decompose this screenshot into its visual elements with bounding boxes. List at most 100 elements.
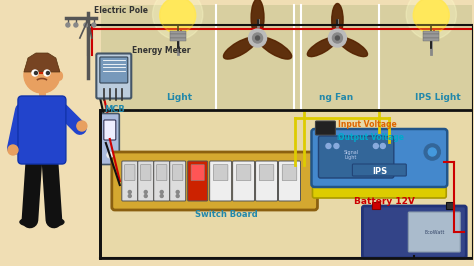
- Circle shape: [248, 29, 266, 47]
- Circle shape: [336, 36, 339, 40]
- FancyBboxPatch shape: [170, 31, 186, 34]
- Text: EcoWatt: EcoWatt: [424, 230, 445, 235]
- Circle shape: [153, 0, 203, 40]
- FancyBboxPatch shape: [112, 152, 318, 210]
- Circle shape: [46, 72, 49, 74]
- FancyBboxPatch shape: [125, 165, 135, 181]
- Circle shape: [380, 143, 385, 148]
- FancyBboxPatch shape: [213, 165, 228, 181]
- Ellipse shape: [57, 72, 63, 80]
- Circle shape: [160, 0, 196, 33]
- FancyBboxPatch shape: [233, 161, 255, 201]
- Circle shape: [24, 57, 60, 93]
- FancyBboxPatch shape: [104, 120, 116, 140]
- FancyBboxPatch shape: [101, 111, 472, 257]
- FancyBboxPatch shape: [141, 165, 151, 181]
- Text: Electric Pole: Electric Pole: [94, 6, 148, 15]
- Circle shape: [144, 190, 147, 193]
- Ellipse shape: [223, 37, 256, 59]
- Circle shape: [32, 70, 38, 76]
- Text: Energy Meter: Energy Meter: [132, 46, 190, 55]
- Circle shape: [44, 70, 50, 76]
- Circle shape: [128, 194, 131, 197]
- Circle shape: [406, 0, 456, 40]
- Ellipse shape: [332, 3, 343, 36]
- Text: MCB: MCB: [104, 105, 125, 114]
- FancyBboxPatch shape: [255, 161, 278, 201]
- Circle shape: [144, 194, 147, 197]
- FancyBboxPatch shape: [312, 180, 446, 198]
- FancyBboxPatch shape: [100, 57, 128, 83]
- Circle shape: [107, 152, 113, 158]
- FancyBboxPatch shape: [170, 34, 186, 38]
- Circle shape: [77, 121, 87, 131]
- FancyBboxPatch shape: [423, 31, 439, 34]
- Circle shape: [253, 33, 263, 43]
- FancyBboxPatch shape: [156, 165, 167, 181]
- FancyBboxPatch shape: [96, 53, 131, 98]
- Circle shape: [255, 36, 260, 40]
- FancyBboxPatch shape: [282, 165, 297, 181]
- Circle shape: [74, 23, 78, 27]
- FancyBboxPatch shape: [138, 161, 154, 201]
- FancyBboxPatch shape: [408, 212, 460, 252]
- Text: Light: Light: [166, 93, 192, 102]
- Circle shape: [334, 143, 339, 148]
- Text: IPS: IPS: [372, 168, 387, 177]
- Ellipse shape: [48, 218, 64, 226]
- Text: ☒: ☒: [337, 135, 343, 141]
- FancyBboxPatch shape: [352, 164, 406, 176]
- Circle shape: [66, 23, 70, 27]
- FancyBboxPatch shape: [363, 206, 466, 258]
- FancyBboxPatch shape: [319, 136, 394, 178]
- Circle shape: [176, 194, 179, 197]
- FancyBboxPatch shape: [191, 165, 204, 181]
- Circle shape: [332, 33, 342, 43]
- Circle shape: [160, 0, 196, 33]
- Polygon shape: [24, 53, 60, 72]
- Text: Signal
Light: Signal Light: [343, 149, 358, 160]
- Ellipse shape: [307, 38, 337, 57]
- FancyBboxPatch shape: [101, 5, 472, 109]
- Text: Output Voltage: Output Voltage: [338, 133, 404, 142]
- FancyBboxPatch shape: [173, 165, 183, 181]
- FancyBboxPatch shape: [170, 38, 186, 41]
- Circle shape: [374, 143, 378, 148]
- FancyBboxPatch shape: [423, 34, 439, 38]
- FancyBboxPatch shape: [373, 202, 380, 209]
- FancyBboxPatch shape: [188, 161, 208, 201]
- Circle shape: [92, 23, 96, 27]
- FancyBboxPatch shape: [122, 161, 138, 201]
- FancyBboxPatch shape: [170, 161, 186, 201]
- Ellipse shape: [338, 38, 367, 57]
- Ellipse shape: [259, 37, 292, 59]
- Ellipse shape: [20, 218, 36, 226]
- FancyBboxPatch shape: [237, 165, 251, 181]
- Text: IPS Light: IPS Light: [415, 93, 461, 102]
- FancyBboxPatch shape: [100, 114, 119, 164]
- Text: Input Voltage: Input Voltage: [338, 120, 397, 129]
- Circle shape: [8, 145, 18, 155]
- FancyBboxPatch shape: [18, 96, 66, 164]
- Text: Switch Board: Switch Board: [195, 210, 257, 219]
- FancyBboxPatch shape: [311, 129, 447, 187]
- Circle shape: [160, 194, 163, 197]
- FancyBboxPatch shape: [446, 202, 454, 209]
- Text: ng Fan: ng Fan: [319, 93, 354, 102]
- Circle shape: [413, 0, 449, 33]
- FancyBboxPatch shape: [423, 38, 439, 41]
- Circle shape: [328, 29, 346, 47]
- FancyBboxPatch shape: [210, 161, 232, 201]
- Circle shape: [160, 190, 163, 193]
- Circle shape: [326, 143, 331, 148]
- FancyBboxPatch shape: [154, 161, 170, 201]
- Circle shape: [84, 23, 88, 27]
- Circle shape: [413, 0, 449, 33]
- FancyBboxPatch shape: [259, 165, 274, 181]
- FancyBboxPatch shape: [316, 121, 336, 135]
- FancyBboxPatch shape: [279, 161, 301, 201]
- Circle shape: [176, 190, 179, 193]
- Circle shape: [35, 72, 37, 74]
- Ellipse shape: [251, 0, 264, 36]
- Circle shape: [424, 144, 440, 160]
